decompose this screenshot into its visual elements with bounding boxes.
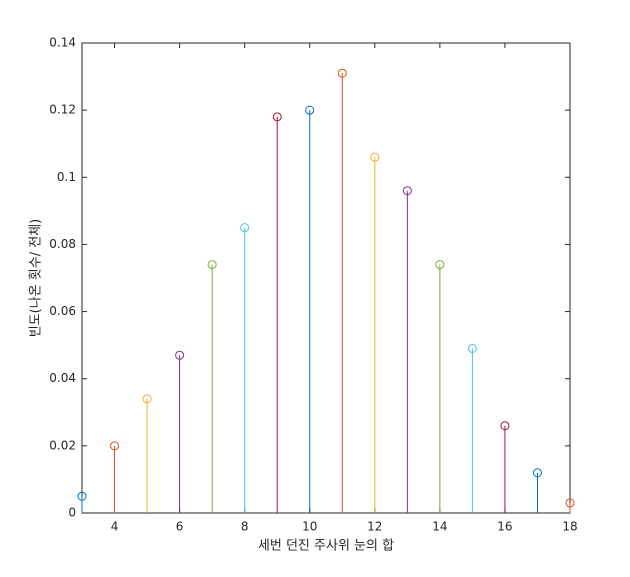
x-tick-label: 10	[302, 520, 317, 534]
x-tick-label: 6	[176, 520, 184, 534]
axes-box	[81, 42, 571, 514]
stem-marker	[77, 491, 87, 501]
stem-marker	[565, 498, 575, 508]
y-tick-label: 0.06	[49, 304, 76, 318]
stem-marker	[402, 186, 412, 196]
y-tick-label: 0.02	[49, 438, 76, 452]
stem-marker	[467, 344, 477, 353]
stem-marker	[500, 421, 510, 431]
y-tick-label: 0.12	[49, 103, 76, 117]
y-tick-label: 0.14	[49, 36, 76, 50]
x-tick-label: 4	[111, 520, 119, 534]
stem-marker	[110, 441, 120, 451]
y-tick-label: 0.08	[49, 237, 76, 251]
y-tick-label: 0.1	[57, 170, 76, 184]
stem-marker	[435, 260, 445, 270]
x-tick-label: 18	[562, 520, 577, 534]
stem-marker	[142, 394, 152, 404]
y-axis-title: 빈도(나온 횟수/ 전체)	[29, 219, 44, 337]
x-tick-label: 16	[497, 520, 512, 534]
y-tick-label: 0.04	[49, 371, 76, 385]
stem-marker	[370, 152, 380, 162]
stem-marker	[175, 350, 185, 360]
stem-marker	[272, 112, 282, 122]
x-tick-label: 14	[432, 520, 447, 534]
stem-marker	[337, 68, 347, 78]
stem-marker	[532, 468, 542, 478]
stem-marker	[207, 260, 217, 270]
stem-marker	[240, 223, 250, 233]
x-tick-label: 8	[241, 520, 249, 534]
y-tick-label: 0	[68, 506, 76, 520]
x-axis-title: 세번 던진 주사위 눈의 합	[258, 539, 394, 554]
x-tick-label: 12	[367, 520, 382, 534]
stem-marker	[305, 105, 315, 115]
